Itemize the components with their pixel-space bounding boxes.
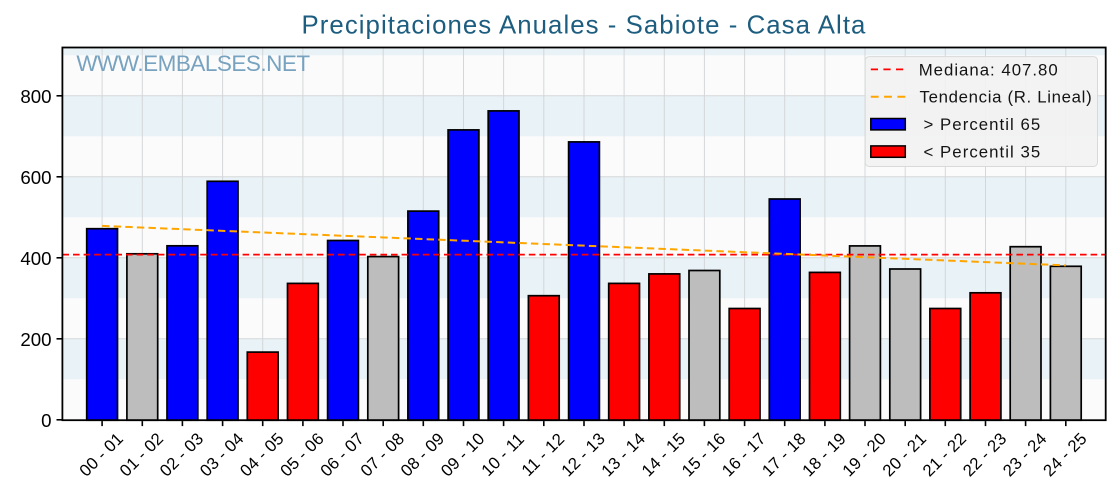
svg-text:200: 200	[20, 329, 51, 350]
svg-text:Tendencia (R. Lineal): Tendencia (R. Lineal)	[920, 88, 1093, 107]
svg-text:< Percentil 35: < Percentil 35	[924, 142, 1042, 161]
svg-text:WWW.EMBALSES.NET: WWW.EMBALSES.NET	[76, 51, 310, 76]
svg-text:600: 600	[20, 167, 51, 188]
svg-text:0: 0	[41, 410, 51, 431]
svg-text:800: 800	[20, 86, 51, 107]
svg-text:Mediana: 407.80: Mediana: 407.80	[919, 60, 1059, 79]
svg-text:400: 400	[20, 248, 51, 269]
svg-text:> Percentil 65: > Percentil 65	[924, 115, 1042, 134]
svg-text:Precipitaciones Anuales - Sabi: Precipitaciones Anuales - Sabiote - Casa…	[302, 12, 867, 40]
